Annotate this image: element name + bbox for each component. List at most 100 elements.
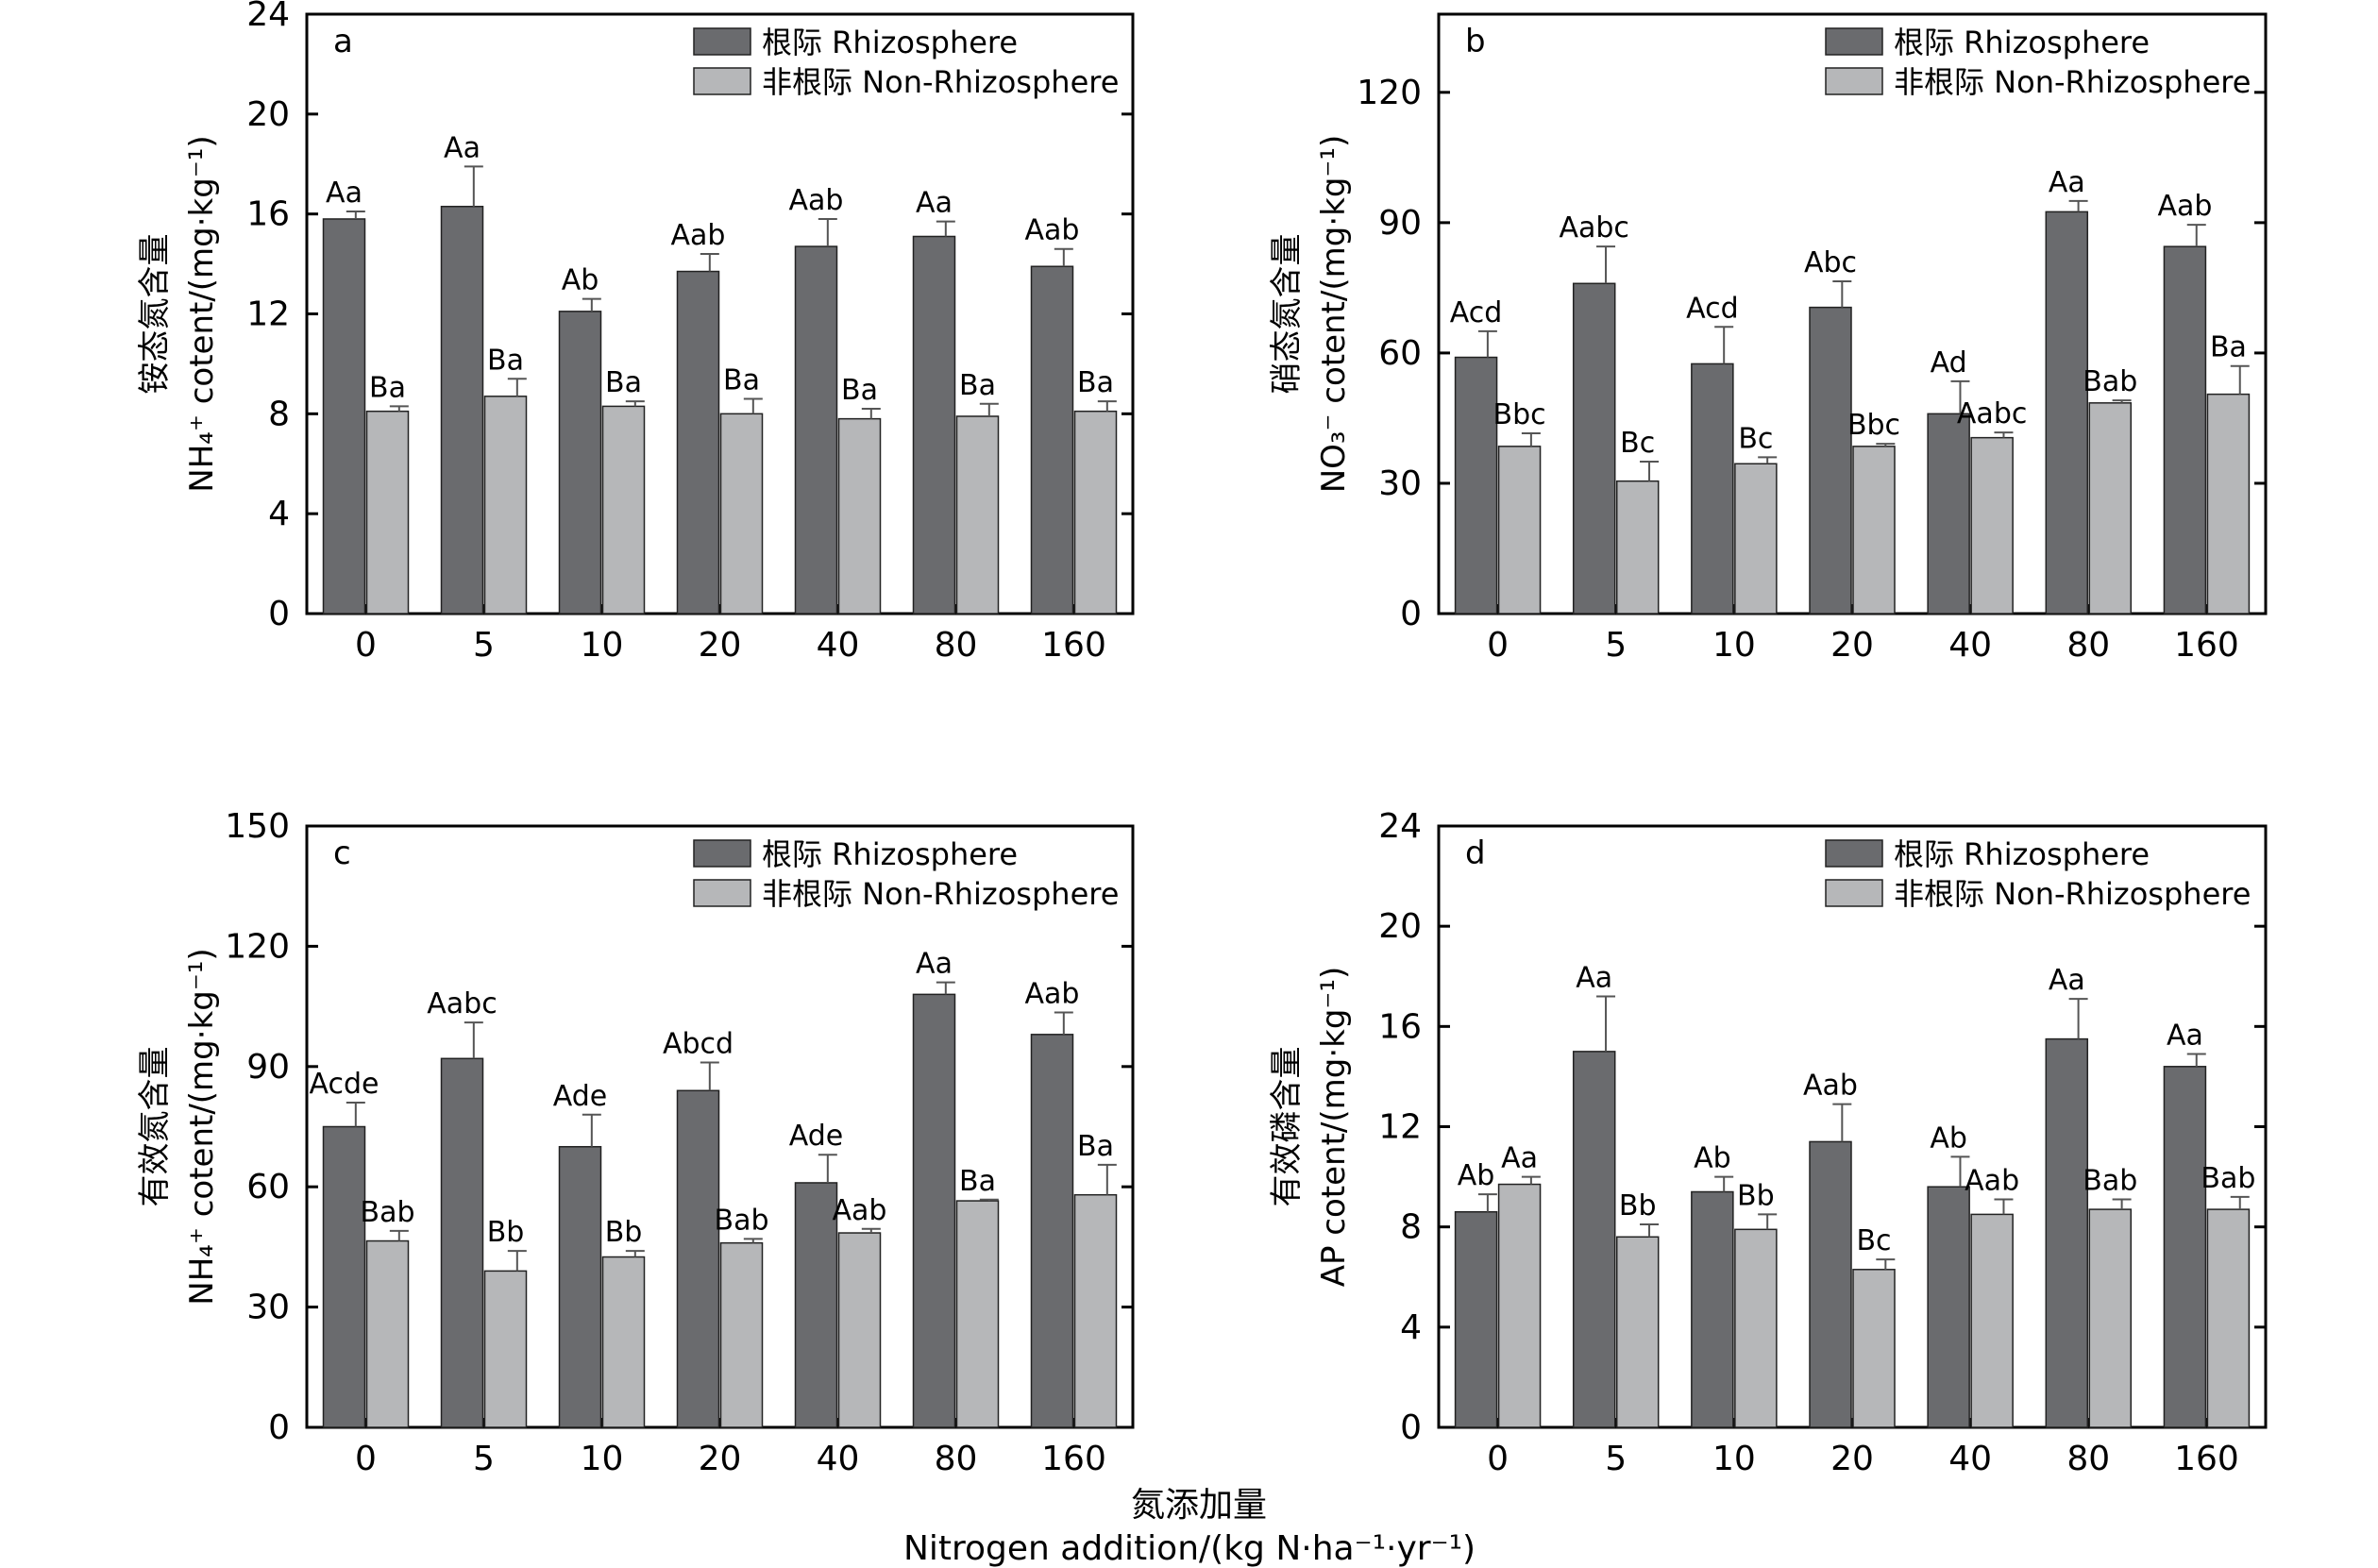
x-tick-label: 10 xyxy=(1712,626,1756,665)
significance-label: Aa xyxy=(2049,166,2085,199)
panel-letter: c xyxy=(333,835,351,872)
bar-non-rhizosphere xyxy=(2088,402,2133,615)
y-axis-label-english: AP cotent/(mg·kg⁻¹) xyxy=(1315,967,1353,1288)
significance-label: Ab xyxy=(1458,1159,1495,1192)
bar-non-rhizosphere xyxy=(483,396,528,615)
bar-rhizosphere xyxy=(676,1089,720,1428)
bar-non-rhizosphere xyxy=(483,1270,528,1428)
legend-swatch-rhizosphere xyxy=(1825,839,1883,868)
x-tick-label: 160 xyxy=(2174,1440,2239,1478)
bar-non-rhizosphere xyxy=(365,410,410,615)
significance-label: Bab xyxy=(360,1196,414,1229)
legend-label-rhizosphere: 根际 Rhizosphere xyxy=(1894,25,2150,60)
x-tick-label: 160 xyxy=(1041,626,1106,665)
significance-label: Aabc xyxy=(1559,211,1628,244)
bar-non-rhizosphere xyxy=(1073,410,1118,615)
significance-label: Acde xyxy=(310,1068,379,1101)
x-tick-label: 5 xyxy=(473,626,495,665)
significance-label: Ba xyxy=(487,344,524,377)
x-axis-label-chinese: 氮添加量 xyxy=(1131,1486,1267,1525)
x-tick-label: 20 xyxy=(1830,1440,1874,1478)
legend-label-rhizosphere: 根际 Rhizosphere xyxy=(762,25,1018,60)
bar-non-rhizosphere xyxy=(955,415,1000,615)
bar-rhizosphere xyxy=(2045,211,2089,615)
x-tick-label: 40 xyxy=(817,626,860,665)
significance-label: Bab xyxy=(714,1204,768,1237)
x-tick-label: 40 xyxy=(817,1440,860,1478)
bar-rhizosphere xyxy=(1454,356,1498,615)
significance-label: Ade xyxy=(553,1080,608,1113)
bar-rhizosphere xyxy=(676,270,720,615)
bar-non-rhizosphere xyxy=(1497,1183,1542,1428)
y-tick-label: 8 xyxy=(1400,1208,1422,1247)
y-tick-label: 4 xyxy=(1400,1308,1422,1347)
legend-label-rhizosphere: 根际 Rhizosphere xyxy=(1894,836,2150,872)
bar-rhizosphere xyxy=(322,1125,366,1428)
y-tick-label: 30 xyxy=(1378,464,1422,503)
bar-non-rhizosphere xyxy=(2206,393,2251,615)
significance-label: Aa xyxy=(916,948,953,981)
legend-swatch-non-rhizosphere xyxy=(693,879,751,907)
legend-swatch-non-rhizosphere xyxy=(693,67,751,95)
panel-d: 048121620240AbAa5AaBb10AbBb20AabBc40AbAa… xyxy=(1268,807,2268,1478)
plot-frame xyxy=(305,12,1135,615)
bar-non-rhizosphere xyxy=(1970,1213,2014,1428)
significance-label: Aab xyxy=(2157,190,2212,223)
bar-rhizosphere xyxy=(1691,362,1734,615)
bar-rhizosphere xyxy=(558,1145,602,1428)
significance-label: Aa xyxy=(916,187,953,220)
significance-label: Ba xyxy=(369,371,406,404)
bar-rhizosphere xyxy=(1030,265,1074,615)
bar-non-rhizosphere xyxy=(1970,436,2014,615)
x-tick-label: 10 xyxy=(581,626,624,665)
bar-non-rhizosphere xyxy=(1073,1193,1118,1428)
bar-rhizosphere xyxy=(1809,306,1852,615)
bar-non-rhizosphere xyxy=(1497,446,1542,615)
y-axis-label-english: NH₄⁺ cotent/(mg·kg⁻¹) xyxy=(183,135,221,492)
bar-rhizosphere xyxy=(1927,413,1970,615)
significance-label: Ba xyxy=(723,363,760,396)
significance-label: Ab xyxy=(1930,1121,1967,1155)
bar-non-rhizosphere xyxy=(719,413,764,615)
bar-non-rhizosphere xyxy=(1734,1228,1778,1428)
bar-non-rhizosphere xyxy=(2206,1208,2251,1428)
bar-non-rhizosphere xyxy=(837,1232,882,1428)
bar-rhizosphere xyxy=(1454,1210,1498,1428)
y-axis-label-chinese: 有效氮含量 xyxy=(136,1047,174,1207)
significance-label: Aab xyxy=(1025,214,1080,247)
bar-non-rhizosphere xyxy=(601,405,646,615)
significance-label: Ad xyxy=(1931,346,1967,379)
significance-label: Aab xyxy=(1965,1164,2019,1197)
significance-label: Ba xyxy=(1077,1130,1114,1163)
significance-label: Aa xyxy=(2167,1020,2203,1053)
bar-rhizosphere xyxy=(1572,282,1616,615)
x-tick-label: 160 xyxy=(1041,1440,1106,1478)
y-tick-label: 0 xyxy=(1400,1408,1422,1447)
significance-label: Aa xyxy=(444,131,481,164)
bar-rhizosphere xyxy=(1809,1140,1852,1428)
bar-rhizosphere xyxy=(440,1057,484,1428)
chart-panels: 048121620240AaBa5AaBa10AbBa20AabBa40AabB… xyxy=(136,0,2268,1478)
y-tick-label: 20 xyxy=(1378,907,1422,946)
legend-swatch-rhizosphere xyxy=(1825,27,1883,56)
bar-non-rhizosphere xyxy=(1734,463,1778,615)
legend-label-non-rhizosphere: 非根际 Non-Rhizosphere xyxy=(1894,64,2251,100)
x-tick-label: 80 xyxy=(2066,626,2110,665)
significance-label: Bc xyxy=(1620,427,1655,460)
significance-label: Abcd xyxy=(663,1028,734,1061)
bar-rhizosphere xyxy=(440,205,484,615)
y-tick-label: 16 xyxy=(246,195,290,234)
significance-label: Bb xyxy=(605,1216,643,1249)
significance-label: Aabc xyxy=(427,987,497,1020)
significance-label: Bb xyxy=(487,1216,525,1249)
bar-rhizosphere xyxy=(1030,1034,1074,1428)
legend-swatch-non-rhizosphere xyxy=(1825,879,1883,907)
bar-rhizosphere xyxy=(794,1182,838,1428)
plot-frame xyxy=(305,824,1135,1429)
y-tick-label: 24 xyxy=(246,0,290,34)
significance-label: Ba xyxy=(841,374,878,407)
y-axis-label-english: NH₄⁺ cotent/(mg·kg⁻¹) xyxy=(183,948,221,1305)
x-tick-label: 20 xyxy=(1830,626,1874,665)
panel-c: 03060901201500AcdeBab5AabcBb10AdeBb20Abc… xyxy=(136,807,1135,1478)
plot-frame xyxy=(1437,824,2268,1429)
